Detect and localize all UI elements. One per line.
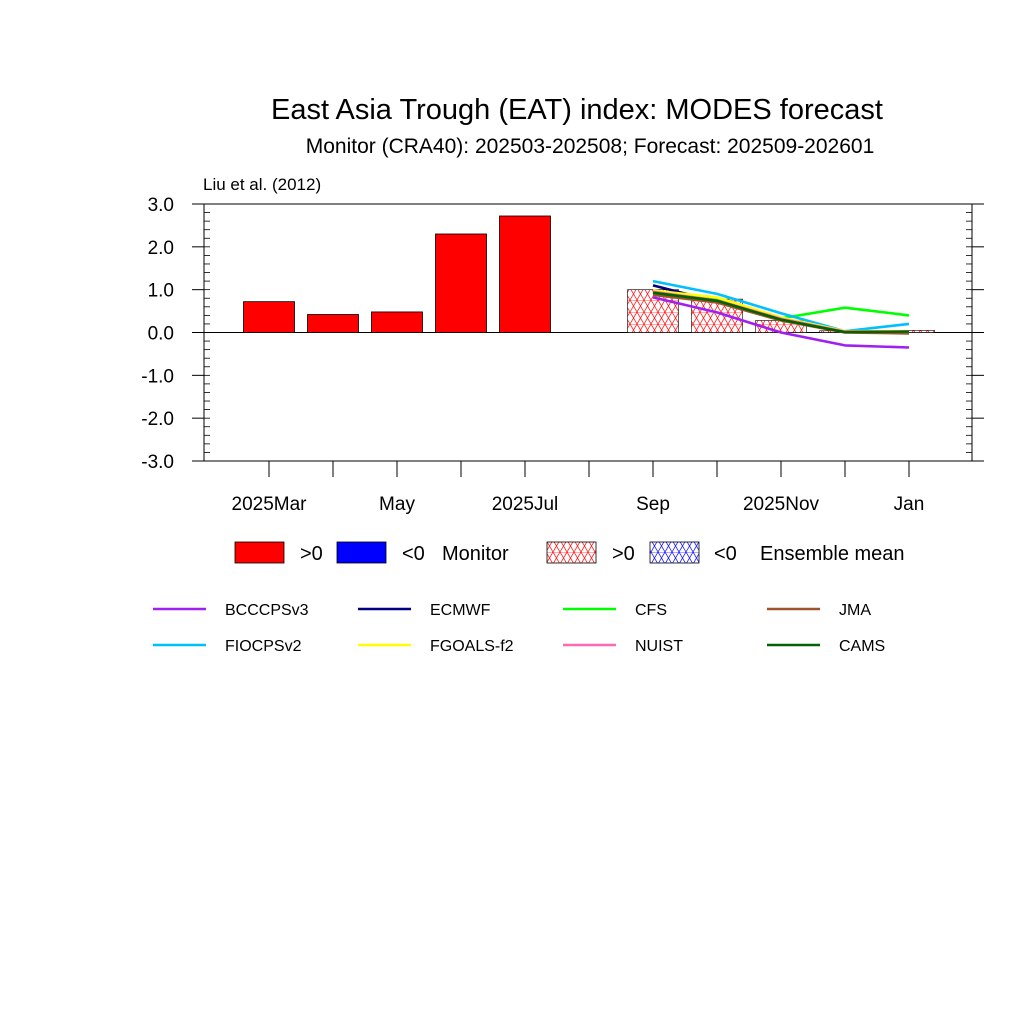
x-tick-label: May (379, 494, 415, 515)
legend-monitor-pos-label: >0 (300, 543, 323, 565)
series-line-fiocpsv2 (652, 279, 910, 333)
x-tick-label: 2025Nov (743, 494, 820, 515)
legend-ensemble-neg-swatch (649, 541, 700, 564)
legend-ensemble-pos-swatch (546, 541, 597, 564)
y-tick-label: -3.0 (141, 452, 174, 473)
legend-label-jma: JMA (839, 602, 871, 619)
x-tick-label: 2025Jul (492, 494, 559, 515)
legend-label-bcccpsv3: BCCCPSv3 (225, 602, 309, 619)
legend-fill: >0 <0 Monitor >0 <0 Ensemble mean (234, 541, 905, 565)
y-tick-label: -1.0 (141, 366, 174, 387)
legend-label-fgoals-f2: FGOALS-f2 (430, 638, 514, 655)
legend-ensemble-neg-label: <0 (714, 543, 737, 565)
series-line-bcccpsv3 (652, 296, 910, 349)
legend-label-nuist: NUIST (635, 638, 683, 655)
legend-monitor-neg-label: <0 (402, 543, 425, 565)
series-line-cams (652, 291, 910, 334)
monitor-bar (435, 233, 487, 333)
monitor-bar (307, 314, 359, 333)
legend-ensemble-pos-label: >0 (612, 543, 635, 565)
monitor-bar (371, 311, 423, 333)
legend-monitor-label: Monitor (442, 543, 509, 565)
legend-ensemble-label: Ensemble mean (760, 543, 905, 565)
y-tick-label: 0.0 (148, 324, 174, 345)
legend-monitor-neg-swatch (336, 541, 387, 564)
legend-label-cfs: CFS (635, 602, 667, 619)
legend-label-fiocpsv2: FIOCPSv2 (225, 638, 302, 655)
legend-models: BCCCPSv3 ECMWF CFS JMA FIOCPSv2 FGOALS-f2 NUIS… (153, 602, 885, 655)
monitor-bar (499, 215, 551, 333)
x-tick-label: Sep (636, 494, 670, 515)
chart-title: East Asia Trough (EAT) index: MODES fore… (271, 94, 883, 126)
monitor-bar (243, 301, 295, 333)
y-tick-label: 3.0 (148, 195, 174, 216)
chart-subtitle: Monitor (CRA40): 202503-202508; Forecast… (306, 135, 875, 158)
y-tick-label: -2.0 (141, 409, 174, 430)
reference-label: Liu et al. (2012) (203, 175, 321, 194)
legend-monitor-pos-swatch (234, 541, 285, 564)
legend-label-cams: CAMS (839, 638, 885, 655)
y-tick-label: 2.0 (148, 238, 174, 259)
y-tick-label: 1.0 (148, 281, 174, 302)
plot-area: 3.0 2.0 1.0 0.0 -1.0 -2.0 -3.0 2025Mar May 2025Ju… (141, 195, 984, 515)
legend-label-ecmwf: ECMWF (430, 602, 491, 619)
x-tick-label: 2025Mar (232, 494, 308, 515)
x-tick-label: Jan (894, 494, 925, 515)
